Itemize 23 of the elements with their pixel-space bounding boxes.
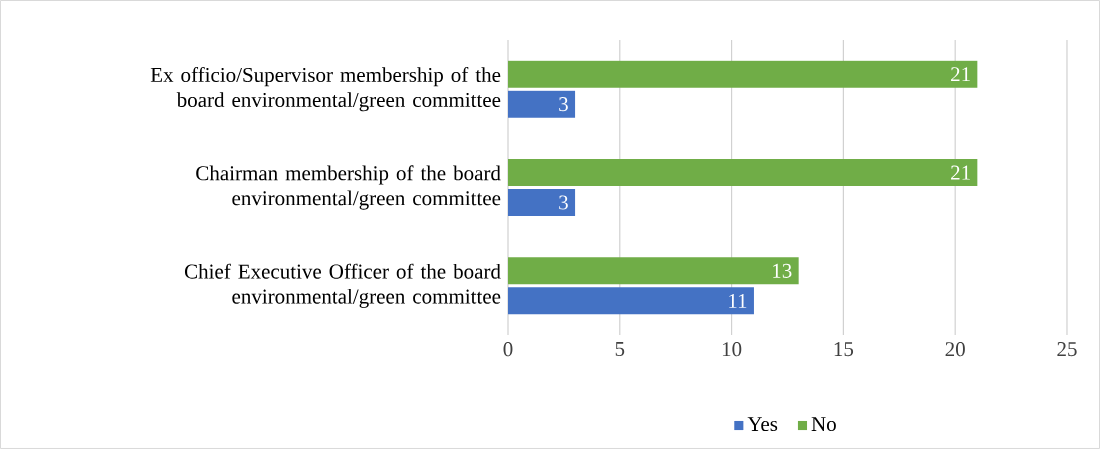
- bar: [508, 159, 978, 186]
- x-tick-label: 25: [1057, 342, 1077, 357]
- bar: [508, 189, 576, 216]
- data-label: 11: [729, 293, 747, 308]
- y-tick-label: Chief Executive Officer of the board environmental/green committee: [184, 263, 501, 308]
- x-tick-label: 15: [834, 342, 854, 357]
- x-tick-label: 20: [945, 342, 965, 357]
- legend-label: Yes: [747, 417, 778, 432]
- x-tick-label: 10: [722, 342, 742, 357]
- x-tick-label: 5: [615, 342, 625, 357]
- legend-label: No: [811, 417, 836, 432]
- y-tick-label: Chairman membership of the board environmental/green committee: [196, 165, 501, 210]
- data-label: 21: [951, 67, 970, 82]
- bar: [508, 90, 576, 118]
- data-label: 21: [951, 165, 970, 180]
- bar: [508, 60, 978, 88]
- bar: [508, 257, 799, 285]
- bar: [508, 287, 754, 315]
- data-label: 3: [559, 97, 568, 112]
- y-tick-label: Ex officio/Supervisor membership of the board environmental/green committee: [150, 67, 501, 112]
- data-label: 13: [773, 263, 792, 278]
- data-label: 3: [559, 195, 568, 210]
- x-tick-label: 0: [503, 342, 513, 357]
